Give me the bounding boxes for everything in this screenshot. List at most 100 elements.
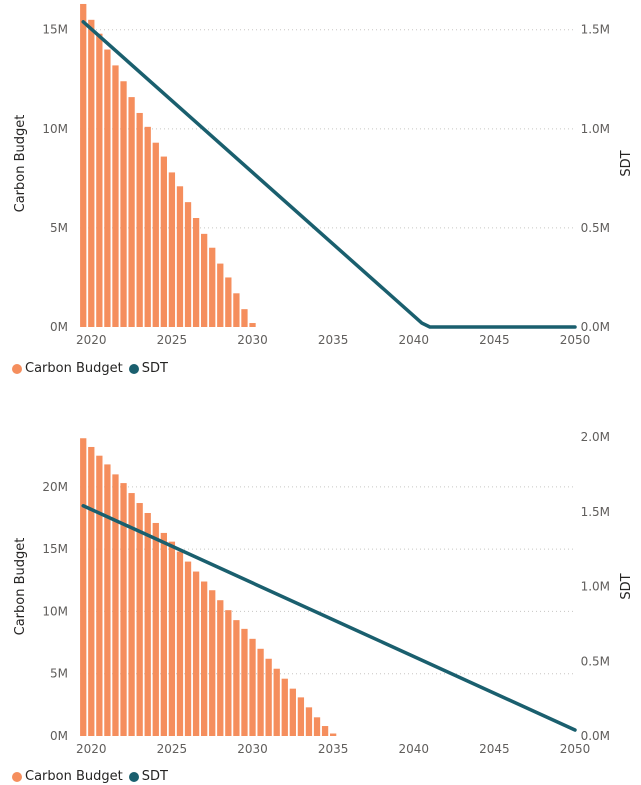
x-tick-label: 2050 — [560, 742, 591, 756]
bar-carbon-budget[interactable] — [80, 438, 87, 736]
chart-2-plot: 0M 5M 10M 15M 20M 0.0M 0.5M 1.0M 1.5M 2.0M 2020 202… — [13, 430, 634, 756]
y2-axis-title: SDT — [619, 573, 634, 599]
bar-carbon-budget[interactable] — [120, 483, 127, 736]
y2-tick-label: 0.0M — [581, 320, 610, 334]
y-tick-label: 15M — [42, 542, 68, 556]
y-tick-label: 0M — [50, 320, 68, 334]
y-axis-title: Carbon Budget — [13, 115, 28, 213]
bar-carbon-budget[interactable] — [233, 620, 240, 736]
x-tick-label: 2035 — [318, 333, 349, 347]
bar-carbon-budget[interactable] — [281, 678, 288, 736]
bar-carbon-budget[interactable] — [144, 512, 151, 736]
bar-carbon-budget[interactable] — [329, 733, 337, 736]
y2-tick-label: 2.0M — [581, 430, 610, 444]
bar-carbon-budget[interactable] — [96, 455, 103, 736]
bar-carbon-budget[interactable] — [168, 172, 176, 327]
bar-carbon-budget[interactable] — [289, 688, 296, 736]
carbon-budget-chart-2: 0M 5M 10M 15M 20M 0.0M 0.5M 1.0M 1.5M 2.0M 2020 202… — [0, 392, 641, 785]
chart-2-legend[interactable]: Carbon Budget SDT — [12, 769, 174, 784]
x-tick-label: 2020 — [76, 742, 107, 756]
bar-carbon-budget[interactable] — [112, 65, 119, 328]
bar-carbon-budget[interactable] — [160, 156, 167, 327]
bar-carbon-budget[interactable] — [184, 202, 192, 327]
bar-carbon-budget[interactable] — [176, 551, 184, 736]
bar-carbon-budget[interactable] — [321, 726, 329, 736]
bar-carbon-budget[interactable] — [112, 474, 119, 736]
bar-carbon-budget[interactable] — [104, 464, 111, 736]
y2-tick-label: 1.5M — [581, 505, 610, 519]
bar-carbon-budget[interactable] — [241, 628, 248, 736]
bar-carbon-budget[interactable] — [313, 717, 321, 736]
x-tick-label: 2040 — [398, 742, 429, 756]
bar-carbon-budget[interactable] — [192, 571, 200, 736]
y-tick-label: 10M — [42, 122, 68, 136]
bar-carbon-budget[interactable] — [96, 33, 103, 327]
line-sdt[interactable] — [81, 20, 577, 329]
y2-axis-title: SDT — [619, 150, 634, 176]
legend-label-sdt: SDT — [141, 769, 168, 784]
bar-carbon-budget[interactable] — [104, 49, 111, 327]
x-tick-label: 2025 — [157, 333, 188, 347]
y2-tick-label: 1.0M — [581, 122, 610, 136]
y-axis-title: Carbon Budget — [13, 538, 28, 636]
bar-carbon-budget[interactable] — [80, 3, 87, 328]
bar-carbon-budget[interactable] — [136, 503, 143, 736]
legend-item-sdt[interactable]: SDT — [128, 769, 168, 784]
bar-carbon-budget[interactable] — [241, 309, 248, 327]
bar-carbon-budget[interactable] — [176, 186, 184, 327]
line-sdt[interactable] — [81, 504, 577, 732]
y-tick-label: 0M — [50, 729, 68, 743]
bar-carbon-budget[interactable] — [257, 648, 264, 736]
bar-carbon-budget[interactable] — [265, 658, 272, 736]
bar-carbon-budget[interactable] — [168, 541, 176, 736]
bar-carbon-budget[interactable] — [192, 218, 200, 327]
legend-dot-carbon-budget — [12, 363, 22, 374]
legend-label-carbon-budget: Carbon Budget — [25, 769, 123, 784]
bar-carbon-budget[interactable] — [225, 277, 232, 327]
x-tick-label: 2020 — [76, 333, 107, 347]
bar-carbon-budget[interactable] — [233, 293, 240, 327]
x-tick-label: 2045 — [479, 333, 510, 347]
y-tick-label: 5M — [50, 221, 68, 235]
bar-carbon-budget[interactable] — [209, 590, 216, 736]
bar-carbon-budget[interactable] — [144, 126, 151, 327]
bar-carbon-budget[interactable] — [249, 638, 256, 736]
bar-carbon-budget[interactable] — [201, 581, 208, 736]
x-tick-label: 2035 — [318, 742, 349, 756]
y-tick-label: 5M — [50, 667, 68, 681]
legend-item-sdt[interactable]: SDT — [128, 361, 168, 376]
y-tick-label: 20M — [42, 480, 68, 494]
bar-carbon-budget[interactable] — [160, 532, 167, 736]
bar-carbon-budget[interactable] — [88, 446, 95, 736]
y2-tick-label: 0.0M — [581, 729, 610, 743]
legend-dot-carbon-budget — [12, 771, 22, 782]
x-tick-label: 2050 — [560, 333, 591, 347]
x-tick-label: 2030 — [237, 333, 268, 347]
bar-carbon-budget[interactable] — [225, 610, 232, 736]
bar-carbon-budget[interactable] — [152, 142, 159, 327]
legend-dot-sdt — [128, 363, 139, 374]
bar-carbon-budget[interactable] — [136, 112, 143, 327]
x-tick-label: 2025 — [157, 742, 188, 756]
x-tick-label: 2045 — [479, 742, 510, 756]
x-tick-label: 2030 — [237, 742, 268, 756]
bar-carbon-budget[interactable] — [273, 668, 280, 736]
bar-carbon-budget[interactable] — [305, 707, 313, 736]
chart-1-legend[interactable]: Carbon Budget SDT — [12, 361, 174, 376]
bar-carbon-budget[interactable] — [128, 493, 135, 736]
legend-item-carbon-budget[interactable]: Carbon Budget — [12, 361, 123, 376]
carbon-budget-chart-1: 0M 5M 10M 15M 0.0M 0.5M 1.0M 1.5M 2020 2025 2030 20… — [0, 0, 641, 392]
bar-carbon-budget[interactable] — [217, 600, 224, 736]
bar-carbon-budget[interactable] — [88, 19, 95, 328]
legend-label-carbon-budget: Carbon Budget — [25, 361, 123, 376]
bar-carbon-budget[interactable] — [152, 522, 159, 736]
bar-carbon-budget[interactable] — [217, 263, 224, 327]
bar-carbon-budget[interactable] — [120, 81, 127, 327]
bar-carbon-budget[interactable] — [184, 561, 192, 736]
bar-carbon-budget[interactable] — [297, 697, 305, 736]
bar-carbon-budget[interactable] — [209, 247, 216, 327]
bar-carbon-budget[interactable] — [201, 233, 208, 327]
bar-carbon-budget[interactable] — [128, 97, 135, 327]
legend-item-carbon-budget[interactable]: Carbon Budget — [12, 769, 123, 784]
bar-carbon-budget[interactable] — [249, 323, 256, 327]
